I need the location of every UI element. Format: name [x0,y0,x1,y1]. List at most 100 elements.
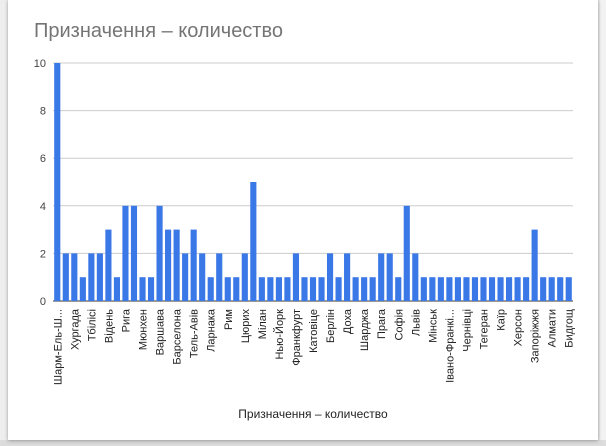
bar[interactable] [139,277,146,301]
bar[interactable] [258,277,265,301]
background-left-strip [0,0,8,446]
bar[interactable] [361,277,368,301]
bar[interactable] [318,277,325,301]
bar[interactable] [156,205,163,301]
bar[interactable] [386,253,393,301]
x-tick-label: Відень [103,309,115,343]
bar[interactable] [301,277,308,301]
chart-card[interactable]: Призначення – количество [8,0,598,440]
bar[interactable] [437,277,444,301]
bar[interactable] [71,253,78,301]
x-tick-label: Варшава [155,308,167,355]
bar[interactable] [88,253,95,301]
x-tick-label: Мілан [257,309,269,339]
bar[interactable] [497,277,504,301]
chart-title: Призначення – количество [34,20,283,42]
x-tick-label: Алмати [547,309,559,347]
x-axis-label: Призначення – количество [238,407,388,421]
x-tick-label: Каїр [496,309,508,331]
background-bottom-strip [0,440,606,446]
bar[interactable] [412,253,419,301]
bar[interactable] [130,205,138,301]
y-axis-ticks: 0 2 4 6 8 10 [34,58,46,308]
x-tick-label: Хургада [69,308,81,350]
bar[interactable] [216,253,223,301]
bar[interactable] [233,277,240,301]
bar[interactable] [420,277,427,301]
bar[interactable] [523,277,530,301]
y-tick-label: 6 [40,153,46,165]
bar[interactable] [403,205,410,301]
bar[interactable] [113,277,121,301]
bar[interactable] [224,277,231,301]
x-tick-label: Мюнхен [138,309,150,350]
x-tick-label: Софія [393,309,405,341]
bar[interactable] [557,277,564,301]
bar[interactable] [54,63,61,301]
x-tick-label: Бидгощ [564,309,576,348]
x-tick-label: Франкфурт [291,309,303,366]
x-tick-label: Тегеран [478,309,490,349]
x-tick-label: Катовіце [308,309,320,353]
bar[interactable] [454,277,461,301]
bar[interactable] [165,229,172,301]
bar[interactable] [199,253,206,301]
bar[interactable] [446,277,453,301]
bar[interactable] [326,253,334,301]
bar[interactable] [378,253,385,301]
bar[interactable] [96,253,103,301]
bar[interactable] [429,277,436,301]
bars [54,63,572,301]
x-tick-label: Херсон [513,309,525,346]
x-tick-label: Тель-Авів [189,309,201,358]
x-tick-label: Цюрих [240,309,252,344]
bar[interactable] [488,277,496,301]
x-tick-label: Берлін [325,309,337,343]
bar[interactable] [241,253,248,301]
bar[interactable] [292,253,300,301]
bar[interactable] [105,229,112,301]
bar[interactable] [531,229,538,301]
bar[interactable] [267,277,274,301]
bar[interactable] [284,277,291,301]
x-tick-label: Шарм-Ель-Ш... [52,309,64,385]
x-tick-label: Прага [376,308,388,339]
x-tick-label: Нью-Йорк [273,309,286,360]
bar[interactable] [335,277,342,301]
y-tick-label: 0 [40,296,46,308]
x-tick-label: Чернівці [461,309,473,352]
y-tick-label: 2 [40,248,46,260]
x-tick-label: Барселона [172,308,184,364]
bar[interactable] [548,277,555,301]
bar[interactable] [480,277,487,301]
bar[interactable] [369,277,376,301]
y-tick-label: 10 [34,58,46,70]
x-tick-label: Шарджа [359,308,371,351]
bar[interactable] [540,277,547,301]
bar[interactable] [506,277,513,301]
bar[interactable] [79,277,86,301]
bar[interactable] [344,253,351,301]
bar[interactable] [514,277,521,301]
x-axis-ticks: Шарм-Ель-Ш... Хургада Тбілісі Відень Рига Мюн… [52,308,575,385]
bar[interactable] [471,277,479,301]
bar[interactable] [275,277,282,301]
x-tick-label: Запоріжжя [530,309,542,363]
bar[interactable] [250,182,257,301]
bar[interactable] [173,229,180,301]
bar[interactable] [309,277,317,301]
bar[interactable] [147,277,155,301]
bar[interactable] [352,277,359,301]
x-tick-label: Львів [410,309,422,336]
bar[interactable] [182,253,189,301]
bar[interactable] [395,277,402,301]
bar[interactable] [463,277,470,301]
x-tick-label: Доха [342,308,354,334]
bar[interactable] [207,277,214,301]
bar[interactable] [565,277,572,301]
bar[interactable] [122,205,129,301]
bar[interactable] [62,253,69,301]
x-tick-label: Ларнака [206,308,218,352]
bar[interactable] [190,229,197,301]
